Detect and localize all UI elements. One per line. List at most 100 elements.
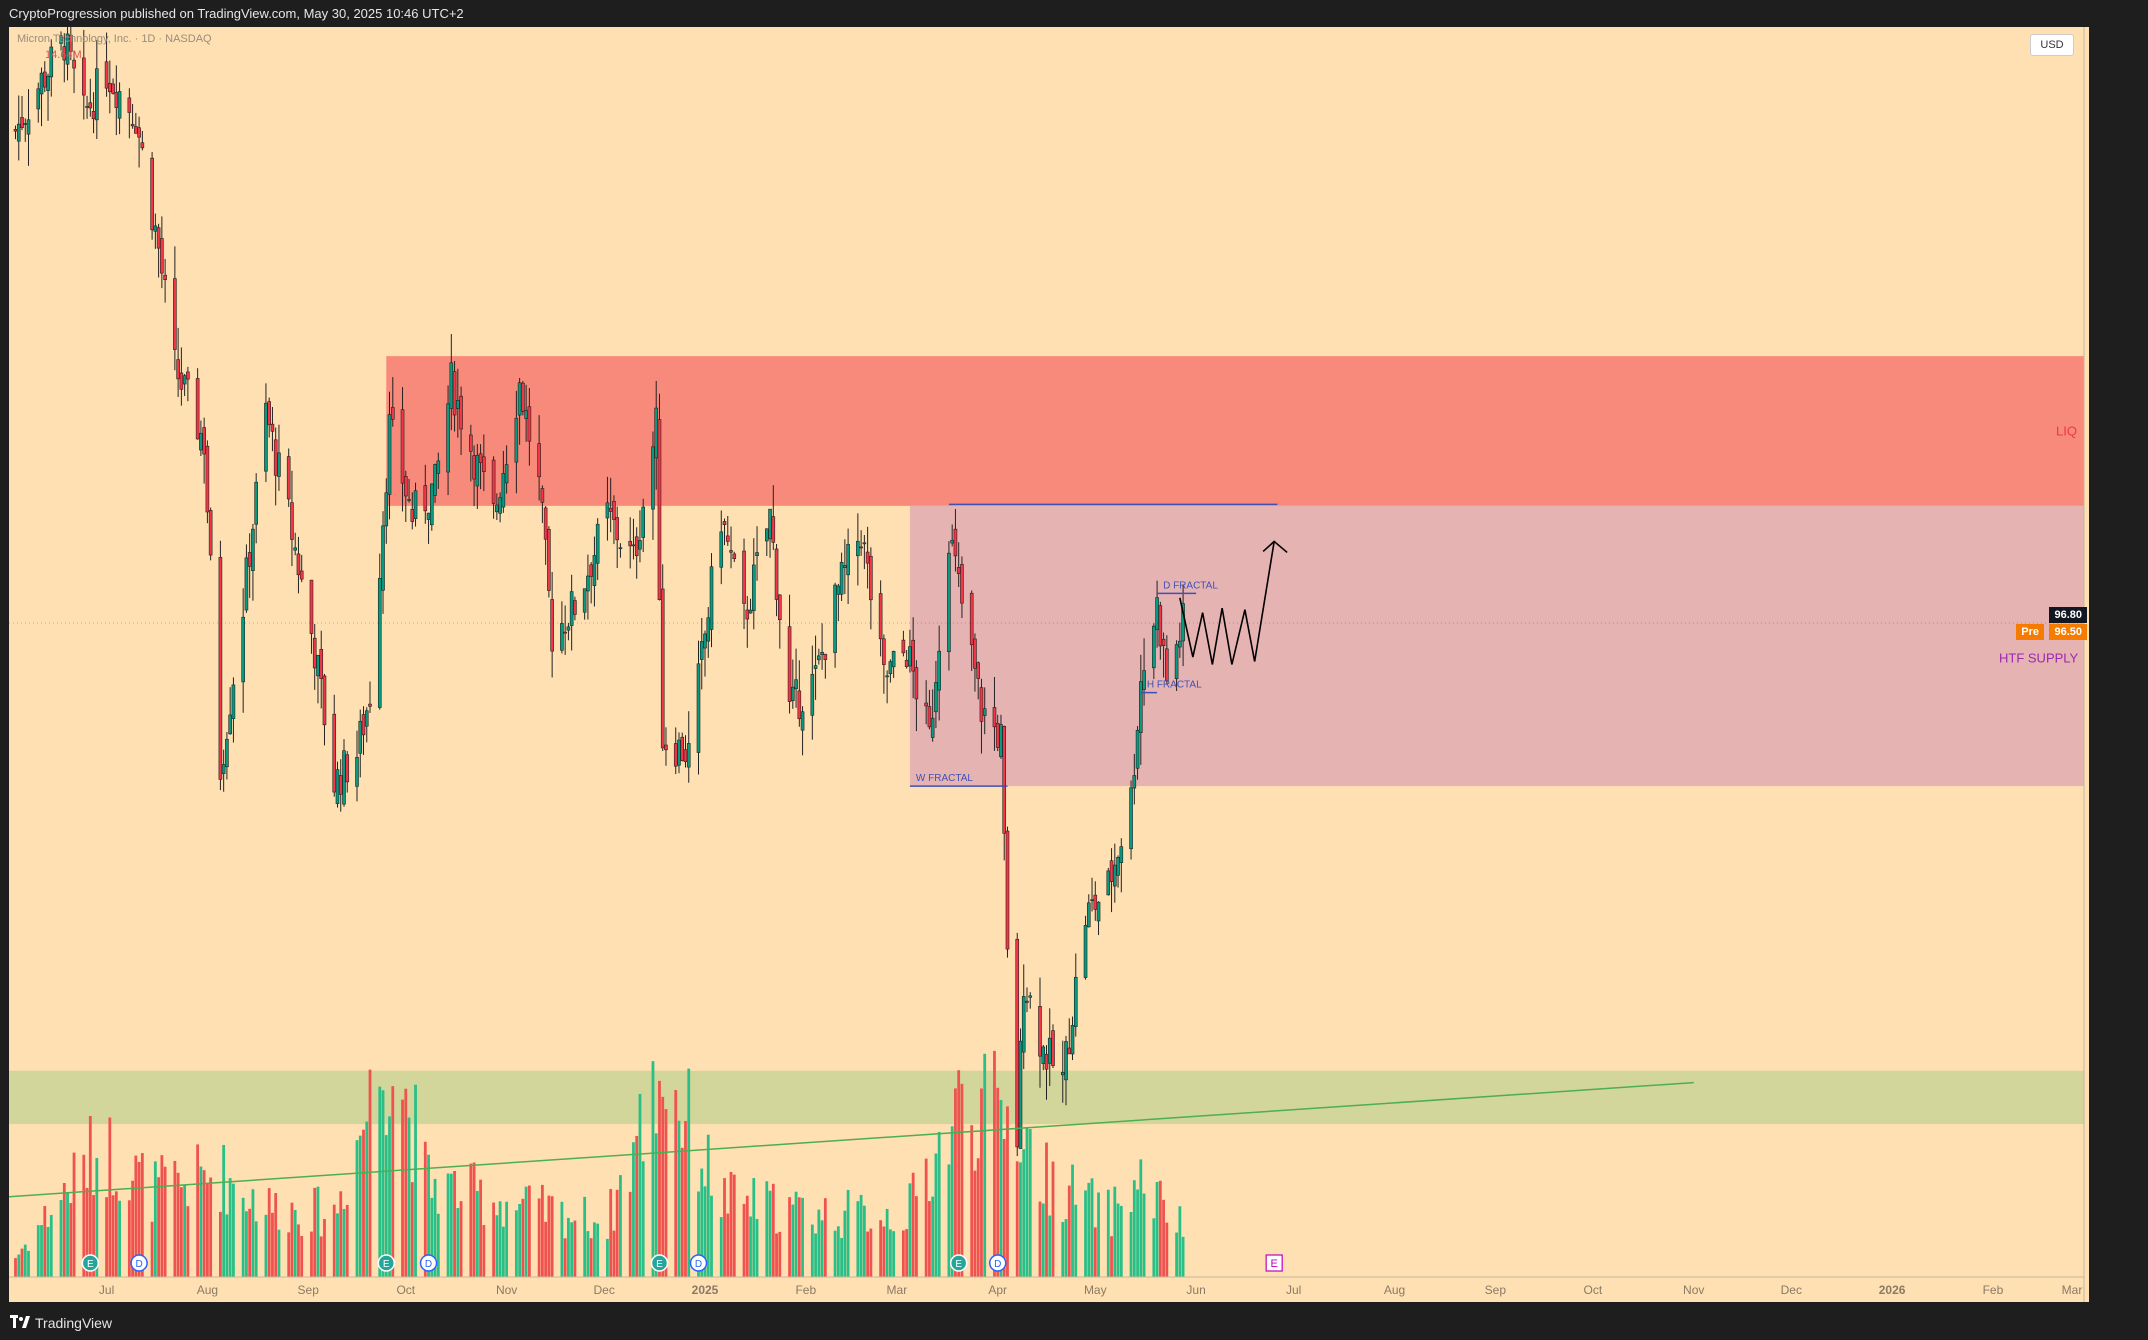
chart-area[interactable]: W FRACTAL D FRACTAL H FRACTAL LIQ HTF SUPPLY… xyxy=(9,27,2089,1302)
volume-bar xyxy=(901,1230,905,1277)
volume-bar xyxy=(1139,1159,1143,1277)
candle-body xyxy=(995,722,1000,748)
candle-body xyxy=(768,508,772,540)
volume-bar xyxy=(1015,1161,1019,1277)
volume-bar xyxy=(980,1088,983,1277)
publish-text: CryptoProgression published on TradingVi… xyxy=(9,6,464,21)
volume-bar xyxy=(638,1093,642,1277)
volume-bar xyxy=(1025,1127,1029,1277)
volume-bar xyxy=(908,1183,912,1277)
candle-body xyxy=(956,567,961,574)
candle-body xyxy=(358,720,363,754)
candle-body xyxy=(1161,638,1166,646)
volume-bar xyxy=(1038,1201,1042,1277)
candle-body xyxy=(355,757,359,787)
price-chart[interactable]: W FRACTAL D FRACTAL H FRACTAL LIQ HTF SUPPLY… xyxy=(9,27,2089,1302)
tradingview-brand[interactable]: TradingView xyxy=(35,1315,113,1331)
volume-bar xyxy=(911,1172,915,1277)
candle-body xyxy=(173,278,177,350)
volume-bar xyxy=(788,1197,791,1277)
trendline xyxy=(9,1081,1694,1198)
volume-bar xyxy=(222,1144,226,1277)
candle-body xyxy=(384,492,389,527)
zone-htf-supply xyxy=(909,505,2084,787)
volume-bar xyxy=(862,1205,866,1277)
volume-bar xyxy=(654,1133,658,1277)
candle-body xyxy=(1174,644,1179,680)
candle-body xyxy=(296,553,301,576)
volume-bar xyxy=(254,1221,258,1277)
volume-bar xyxy=(362,1129,365,1277)
volume-bar xyxy=(586,1231,590,1277)
volume-bar xyxy=(778,1231,782,1277)
volume-bar xyxy=(134,1155,138,1277)
candle-body xyxy=(699,641,704,660)
candle-body xyxy=(745,609,750,620)
candle-body xyxy=(992,707,997,728)
publish-header: CryptoProgression published on TradingVi… xyxy=(0,0,2148,27)
candle-body xyxy=(423,485,428,512)
volume-bar xyxy=(687,1068,691,1277)
candle-body xyxy=(1112,864,1117,887)
volume-bar xyxy=(950,1126,954,1277)
volume-bar xyxy=(287,1232,291,1277)
candle-body xyxy=(459,395,463,430)
x-tick-label: May xyxy=(1084,1283,1107,1297)
candle-body xyxy=(592,555,597,586)
volume-bar xyxy=(843,1210,847,1277)
volume-bar xyxy=(449,1173,453,1277)
symbol-legend: Micron Technology, Inc. · 1D · NASDAQ 14… xyxy=(17,33,212,61)
volume-bar xyxy=(36,1225,40,1277)
candle-body xyxy=(817,655,821,661)
candle-body xyxy=(628,540,632,547)
volume-bar xyxy=(833,1230,837,1277)
currency-selector[interactable]: USD xyxy=(2030,34,2074,56)
x-tick-label: Nov xyxy=(1683,1283,1704,1297)
volume-bar xyxy=(1097,1192,1100,1277)
candle-body xyxy=(1155,597,1159,630)
candle-body xyxy=(797,690,802,720)
volume-bar xyxy=(993,1050,996,1277)
volume-bar xyxy=(163,1166,167,1277)
candle-body xyxy=(319,649,324,679)
candle-body xyxy=(82,57,86,96)
x-tick-label: Jun xyxy=(1186,1283,1205,1297)
candle-body xyxy=(251,528,255,571)
candle-body xyxy=(771,516,776,543)
volume-bar xyxy=(957,1070,961,1277)
volume-bar xyxy=(573,1220,577,1277)
candle-body xyxy=(95,68,99,121)
volume-layer xyxy=(14,1050,1185,1277)
volume-bar xyxy=(1113,1186,1117,1277)
volume-bar xyxy=(729,1171,733,1277)
candle-body xyxy=(1086,902,1091,928)
candle-body xyxy=(865,551,870,564)
volume-bar xyxy=(342,1208,346,1277)
candle-body xyxy=(130,124,135,127)
candle-body xyxy=(677,739,681,766)
volume-bar xyxy=(1064,1219,1068,1277)
candle-body xyxy=(638,540,642,550)
candle-body xyxy=(111,83,115,94)
candle-body xyxy=(205,445,210,513)
tradingview-logo-icon[interactable] xyxy=(10,1315,30,1329)
candle-body xyxy=(1109,860,1114,882)
candle-body xyxy=(163,274,167,280)
candle-body xyxy=(452,371,457,416)
x-tick-label: Feb xyxy=(795,1283,816,1297)
candle-body xyxy=(937,650,941,691)
volume-bar xyxy=(310,1231,313,1277)
volume-bar xyxy=(518,1203,522,1277)
x-tick-label: Aug xyxy=(197,1283,218,1297)
volume-bar xyxy=(297,1224,300,1277)
candle-body xyxy=(764,528,769,542)
candle-body xyxy=(342,750,346,805)
volume-bar xyxy=(1162,1199,1165,1277)
candle-body xyxy=(774,548,779,600)
candle-body xyxy=(856,540,860,557)
candle-body xyxy=(225,738,229,768)
candle-body xyxy=(13,129,18,132)
volume-bar xyxy=(423,1141,427,1277)
volume-bar xyxy=(88,1116,92,1277)
candle-body xyxy=(908,646,912,667)
